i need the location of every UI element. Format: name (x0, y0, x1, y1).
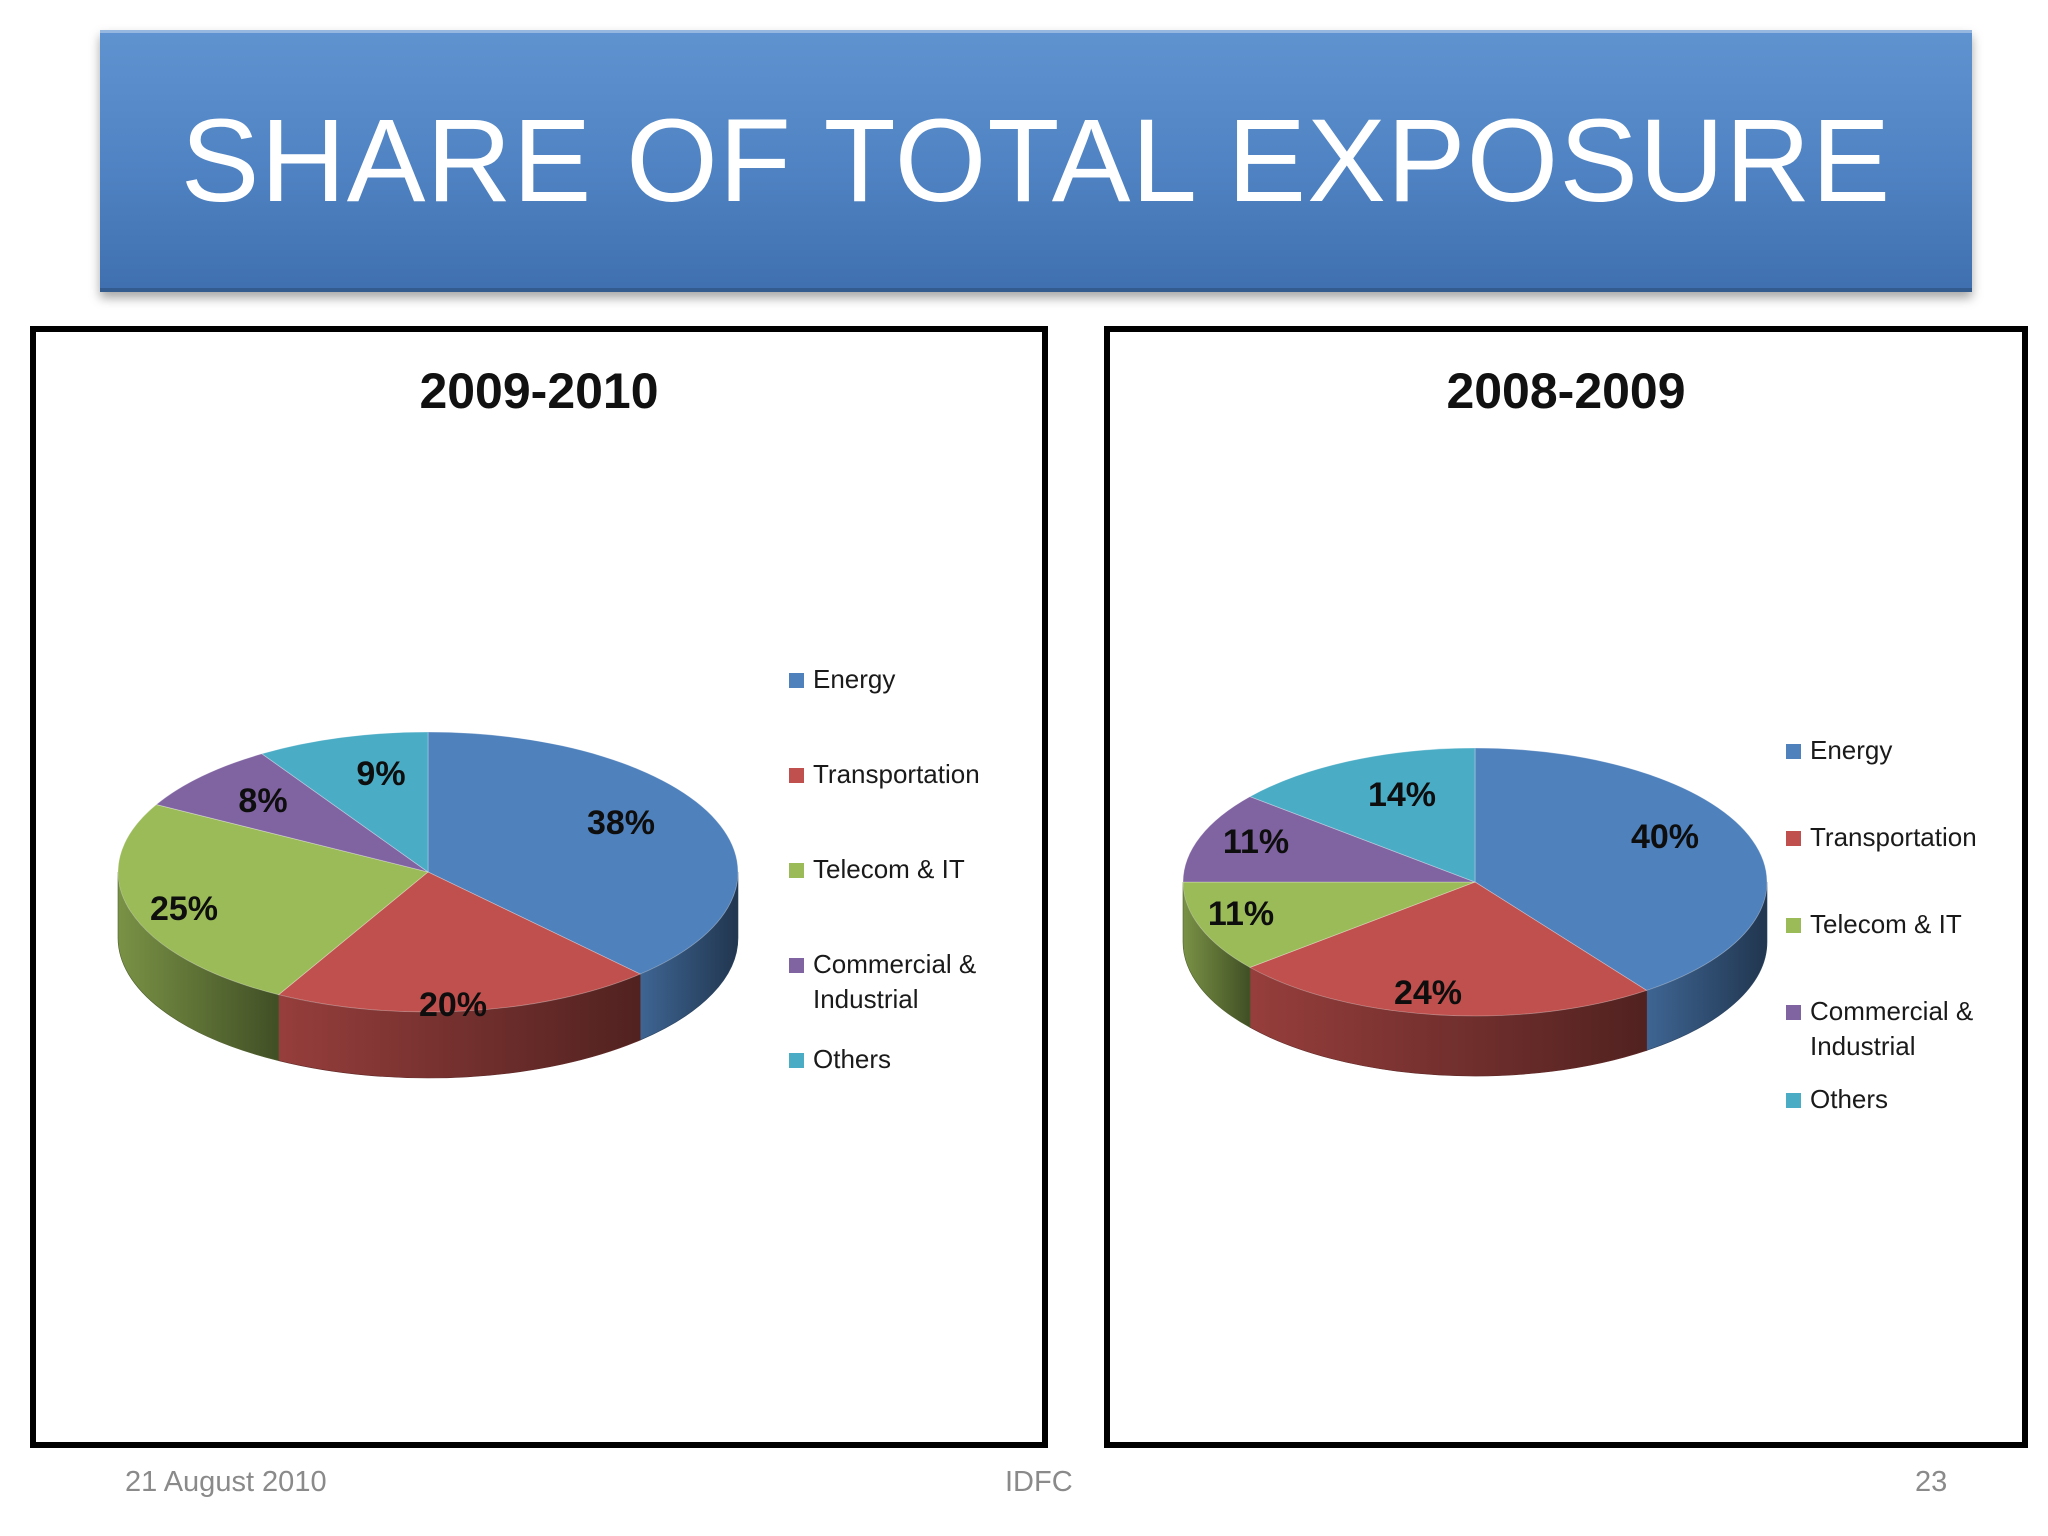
legend-item-energy: Energy (789, 662, 1033, 697)
legend-label: Transportation (813, 759, 980, 789)
legend-label: Others (813, 1044, 892, 1074)
legend-label: Telecom & IT (813, 854, 965, 884)
title-banner: SHARE OF TOTAL EXPOSURE (100, 30, 1972, 292)
pie-slice-energy (1474, 747, 1768, 991)
legend: Energy Transportation Telecom & IT Comme… (789, 662, 1033, 1137)
slide-title: SHARE OF TOTAL EXPOSURE (180, 95, 1892, 227)
pie-slice-others (1249, 747, 1476, 883)
footer-org: IDFC (1005, 1466, 1073, 1498)
chart-title: 2009-2010 (419, 363, 659, 419)
legend-item-transportation: Transportation (1786, 820, 2030, 855)
legend: Energy Transportation Telecom & IT Comme… (1786, 733, 2030, 1169)
legend-item-telecom-it: Telecom & IT (1786, 907, 2030, 942)
pie-slice-commercial-industrial (1182, 796, 1476, 883)
legend-item-commercial-industrial: Commercial & Industrial (789, 947, 1033, 1017)
footer-date: 21 August 2010 (125, 1466, 327, 1498)
data-label-others: 14% (1368, 776, 1436, 814)
legend-swatch (1786, 1005, 1801, 1020)
legend-swatch (789, 768, 804, 783)
data-label-commercial-industrial: 11% (1223, 823, 1289, 861)
legend-swatch (1786, 831, 1801, 846)
legend-swatch (789, 863, 804, 878)
legend-swatch (1786, 744, 1801, 759)
data-label-telecom-it: 11% (1208, 895, 1274, 933)
pie-slice-side-telecom-it (1182, 881, 1251, 1028)
chart-title: 2008-2009 (1446, 363, 1686, 419)
pie-slice-energy (427, 731, 739, 975)
legend-item-commercial-industrial: Commercial & Industrial (1786, 994, 2030, 1064)
data-label-telecom-it: 25% (150, 890, 218, 928)
legend-label: Telecom & IT (1810, 909, 1962, 939)
legend-label-line2: Industrial (1810, 1031, 1916, 1061)
pie-chart-2009-2010: 38% 20% 25% 8% 9% (117, 731, 739, 1079)
legend-swatch (1786, 918, 1801, 933)
chart-panel-2008-2009: 2008-2009 40% 24% 11% 11% 14% Energy Transpo… (1104, 326, 2028, 1448)
legend-label: Commercial & (813, 949, 977, 979)
pie-slice-others (260, 731, 429, 873)
pie-slice-telecom-it (117, 804, 429, 996)
data-label-energy: 38% (587, 804, 655, 842)
pie-slice-transportation (1249, 881, 1648, 1017)
pie-slice-commercial-industrial (155, 753, 429, 873)
data-label-transportation: 20% (419, 986, 487, 1024)
legend-swatch (789, 673, 804, 688)
legend-label: Energy (1810, 735, 1893, 765)
legend-label: Others (1810, 1084, 1889, 1114)
data-label-energy: 40% (1631, 818, 1699, 856)
pie-slice-transportation (277, 871, 642, 1013)
pie-slice-telecom-it (1182, 881, 1476, 968)
legend-label: Commercial & (1810, 996, 1974, 1026)
page-number: 23 (1915, 1466, 1948, 1498)
legend-item-others: Others (789, 1042, 1033, 1077)
legend-label-line2: Industrial (813, 984, 919, 1014)
legend-item-energy: Energy (1786, 733, 2030, 768)
data-label-commercial-industrial: 8% (238, 782, 287, 820)
legend-item-telecom-it: Telecom & IT (789, 852, 1033, 887)
chart-panel-2009-2010: 2009-2010 38% 20% 25% 8% 9% Energy Transport… (30, 326, 1048, 1448)
legend-label: Energy (813, 664, 896, 694)
legend-label: Transportation (1810, 822, 1977, 852)
legend-item-transportation: Transportation (789, 757, 1033, 792)
legend-swatch (789, 958, 804, 973)
legend-item-others: Others (1786, 1082, 2030, 1117)
data-label-transportation: 24% (1394, 974, 1462, 1012)
data-label-others: 9% (356, 755, 405, 793)
legend-swatch (1786, 1093, 1801, 1108)
legend-swatch (789, 1053, 804, 1068)
pie-chart-2008-2009: 40% 24% 11% 11% 14% (1182, 747, 1768, 1077)
